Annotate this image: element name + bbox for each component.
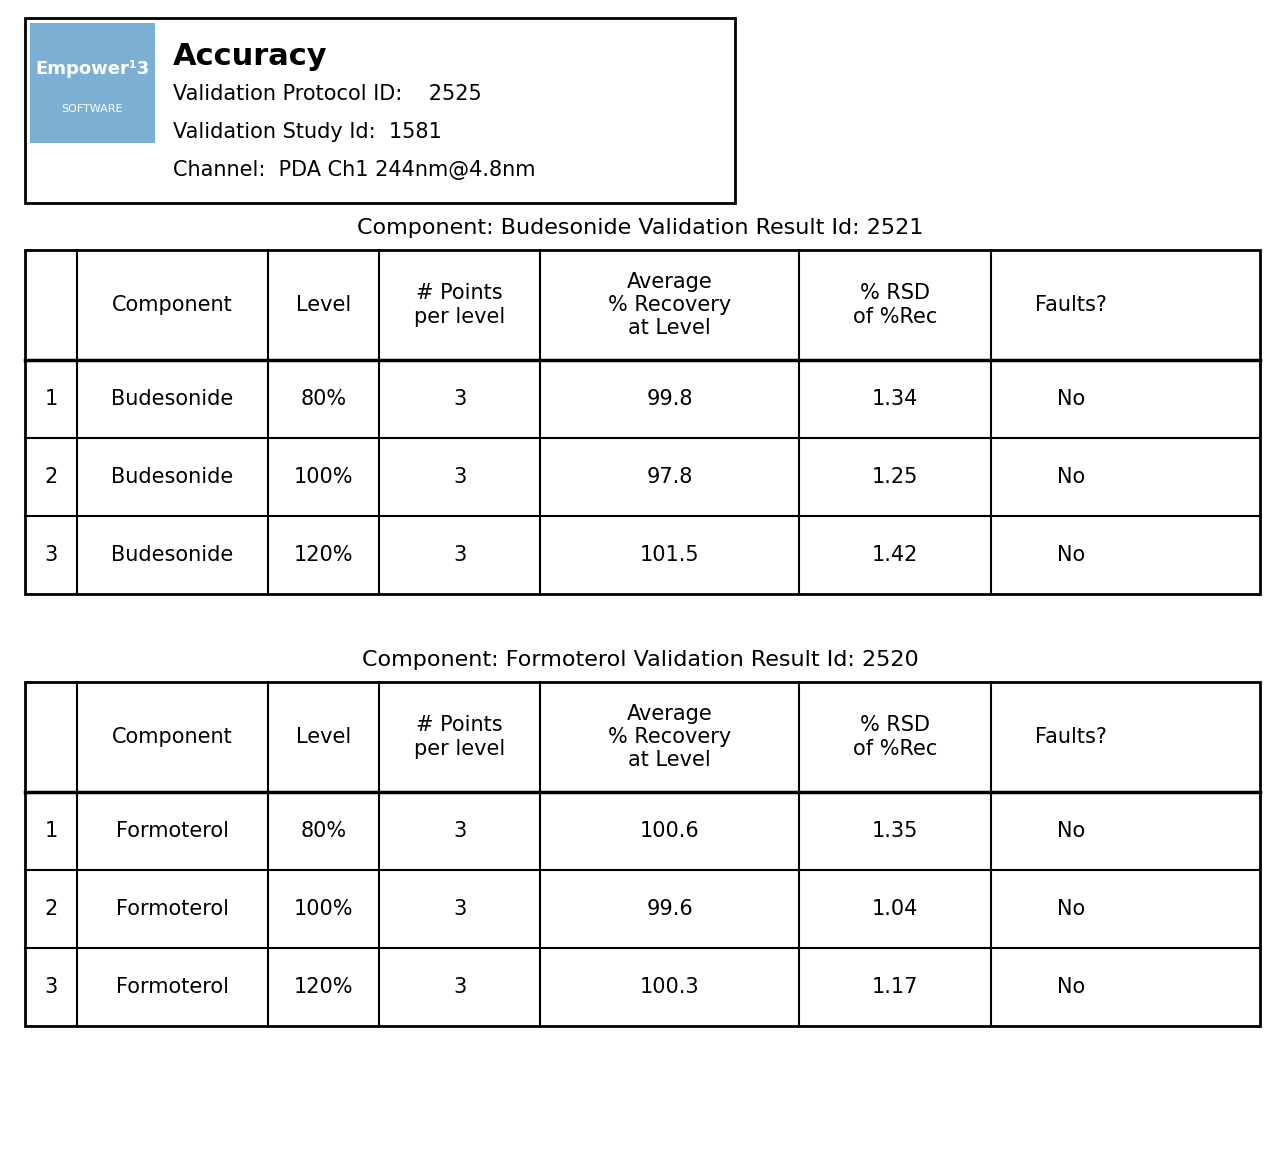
Text: No: No xyxy=(1057,899,1085,918)
Text: 101.5: 101.5 xyxy=(640,546,699,565)
Text: Level: Level xyxy=(296,295,352,315)
Text: 120%: 120% xyxy=(294,546,353,565)
Text: Faults?: Faults? xyxy=(1036,295,1107,315)
Text: 3: 3 xyxy=(453,821,466,841)
Text: 3: 3 xyxy=(45,977,58,997)
Text: 1.17: 1.17 xyxy=(872,977,918,997)
Text: 1.04: 1.04 xyxy=(872,899,918,918)
Text: 3: 3 xyxy=(45,546,58,565)
Text: Level: Level xyxy=(296,727,352,747)
Text: Formoterol: Formoterol xyxy=(116,821,229,841)
Text: Budesonide: Budesonide xyxy=(111,389,234,409)
Text: Accuracy: Accuracy xyxy=(173,41,328,70)
Text: # Points
per level: # Points per level xyxy=(415,716,506,759)
Text: 100%: 100% xyxy=(294,467,353,487)
Text: Average
% Recovery
at Level: Average % Recovery at Level xyxy=(608,703,731,770)
Text: Component: Component xyxy=(113,295,233,315)
Text: 3: 3 xyxy=(453,899,466,918)
Text: Validation Protocol ID:    2525: Validation Protocol ID: 2525 xyxy=(173,84,481,104)
Text: 1.42: 1.42 xyxy=(872,546,918,565)
Text: Average
% Recovery
at Level: Average % Recovery at Level xyxy=(608,272,731,338)
Text: SOFTWARE: SOFTWARE xyxy=(61,105,123,114)
Text: 3: 3 xyxy=(453,389,466,409)
Text: 99.8: 99.8 xyxy=(646,389,692,409)
Text: % RSD
of %Rec: % RSD of %Rec xyxy=(852,283,937,327)
Text: No: No xyxy=(1057,977,1085,997)
Text: No: No xyxy=(1057,821,1085,841)
FancyBboxPatch shape xyxy=(26,683,1260,1026)
Text: 3: 3 xyxy=(453,546,466,565)
Text: Formoterol: Formoterol xyxy=(116,977,229,997)
Text: % RSD
of %Rec: % RSD of %Rec xyxy=(852,716,937,759)
Text: Empower¹3: Empower¹3 xyxy=(36,60,150,77)
Text: 1: 1 xyxy=(45,389,58,409)
Text: 1.34: 1.34 xyxy=(872,389,918,409)
Text: 100.6: 100.6 xyxy=(640,821,700,841)
Text: Faults?: Faults? xyxy=(1036,727,1107,747)
FancyBboxPatch shape xyxy=(29,23,155,143)
FancyBboxPatch shape xyxy=(26,250,1260,594)
Text: 80%: 80% xyxy=(301,821,347,841)
Text: 100.3: 100.3 xyxy=(640,977,699,997)
Text: Validation Study Id:  1581: Validation Study Id: 1581 xyxy=(173,122,442,142)
Text: 100%: 100% xyxy=(294,899,353,918)
Text: Component: Budesonide Validation Result Id: 2521: Component: Budesonide Validation Result … xyxy=(357,218,923,238)
FancyBboxPatch shape xyxy=(26,18,735,203)
Text: 1.25: 1.25 xyxy=(872,467,918,487)
Text: # Points
per level: # Points per level xyxy=(415,283,506,327)
Text: Component: Formoterol Validation Result Id: 2520: Component: Formoterol Validation Result … xyxy=(362,650,918,670)
Text: 97.8: 97.8 xyxy=(646,467,692,487)
Text: 99.6: 99.6 xyxy=(646,899,692,918)
Text: 120%: 120% xyxy=(294,977,353,997)
Text: 3: 3 xyxy=(453,467,466,487)
Text: 80%: 80% xyxy=(301,389,347,409)
Text: Formoterol: Formoterol xyxy=(116,899,229,918)
Text: 2: 2 xyxy=(45,899,58,918)
Text: 2: 2 xyxy=(45,467,58,487)
Text: Channel:  PDA Ch1 244nm@4.8nm: Channel: PDA Ch1 244nm@4.8nm xyxy=(173,160,535,180)
Text: No: No xyxy=(1057,467,1085,487)
Text: 1: 1 xyxy=(45,821,58,841)
Text: No: No xyxy=(1057,389,1085,409)
Text: No: No xyxy=(1057,546,1085,565)
Text: Budesonide: Budesonide xyxy=(111,546,234,565)
Text: 1.35: 1.35 xyxy=(872,821,918,841)
Text: Budesonide: Budesonide xyxy=(111,467,234,487)
Text: Component: Component xyxy=(113,727,233,747)
Text: 3: 3 xyxy=(453,977,466,997)
